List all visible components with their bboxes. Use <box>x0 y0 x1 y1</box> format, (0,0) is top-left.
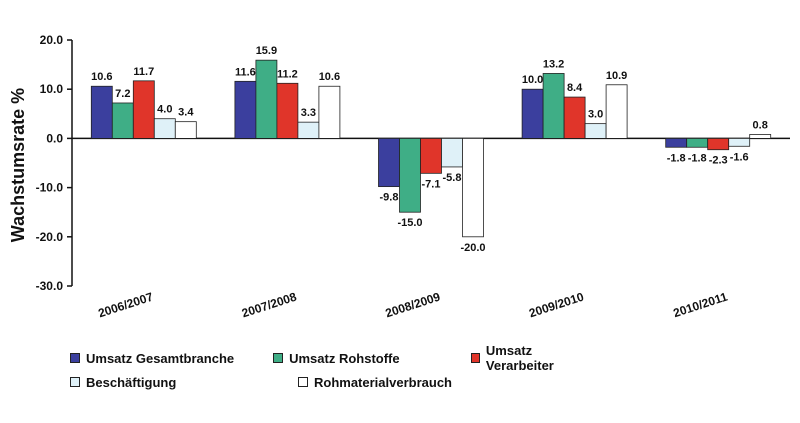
data-label: 10.6 <box>319 71 340 83</box>
data-labels: 10.67.211.74.0 3.411.615.911.23.310.6-9.8… <box>91 45 768 254</box>
data-label: -7.1 <box>422 178 441 190</box>
bar <box>584 123 607 139</box>
data-label: 7.2 <box>115 88 130 100</box>
x-tick-label: 2009/2010 <box>527 289 586 320</box>
data-label: 3.4 <box>178 107 194 119</box>
x-tick-label: 2007/2008 <box>240 289 299 320</box>
legend-row: Beschäftigung Rohmaterialverbrauch <box>70 370 590 394</box>
x-axis-categories: 2006/2007 2007/2008 2008/2009 2009/2010 2010… <box>96 289 729 320</box>
bar <box>153 118 176 139</box>
bar <box>378 137 400 188</box>
data-label: 10.9 <box>606 70 627 82</box>
legend-item-umsatz-rohstoffe: Umsatz Rohstoffe <box>273 351 471 366</box>
legend-label: Umsatz Verarbeiter <box>485 343 554 373</box>
legend-row: Umsatz Gesamtbranche Umsatz Rohstoffe Um… <box>70 343 590 373</box>
y-tick-label: 20.0 <box>40 33 64 47</box>
bar <box>441 137 463 168</box>
data-label: 3.3 <box>301 107 316 119</box>
legend-swatch-umsatz-verarbeiter <box>470 353 480 363</box>
y-tick-label: 0.0 <box>46 131 63 145</box>
data-label: -2.3 <box>709 155 728 167</box>
data-label: 15.9 <box>256 45 277 57</box>
legend-item-umsatz-gesamtbranche: Umsatz Gesamtbranche <box>70 351 273 366</box>
bar <box>255 59 278 139</box>
bar <box>297 121 320 139</box>
bar <box>420 137 442 174</box>
data-label: 3.0 <box>588 109 603 121</box>
y-tick-label: -10.0 <box>36 181 64 195</box>
legend-label: Rohmaterialverbrauch <box>314 374 452 390</box>
bar <box>90 85 113 139</box>
legend-label: Umsatz Rohstoffe <box>289 350 400 366</box>
bar <box>132 80 155 139</box>
x-tick-label: 2010/2011 <box>671 289 729 320</box>
bar <box>234 80 257 139</box>
legend-item-beschaeftigung: Beschäftigung <box>70 375 298 390</box>
data-label: -9.8 <box>380 192 399 204</box>
x-tick-label: 2006/2007 <box>96 289 155 320</box>
y-axis-title: Wachstumsrate % <box>8 88 28 242</box>
bar <box>605 84 628 139</box>
legend-swatch-rohmaterialverbrauch <box>298 377 308 387</box>
legend-swatch-umsatz-rohstoffe <box>273 353 284 363</box>
bar <box>521 88 544 139</box>
data-label: -1.8 <box>667 152 686 164</box>
bar <box>686 137 709 148</box>
bar <box>462 137 484 238</box>
legend-item-rohmaterialverbrauch: Rohmaterialverbrauch <box>298 375 520 390</box>
bar <box>665 137 688 148</box>
bar <box>749 134 772 139</box>
data-label: 11.6 <box>235 66 256 78</box>
bar <box>111 102 134 139</box>
data-label: 10.0 <box>522 74 543 86</box>
data-label: -15.0 <box>397 217 422 229</box>
y-tick-label: -20.0 <box>36 230 64 244</box>
y-tick-label: 10.0 <box>40 82 64 96</box>
bar-chart: 20.010.00.0-10.0-20.0-30.0 10.67.211.74.… <box>8 33 790 320</box>
data-label: 13.2 <box>543 58 564 70</box>
legend-item-umsatz-verarbeiter: Umsatz Verarbeiter <box>470 343 590 373</box>
bars <box>90 59 772 238</box>
legend-swatch-umsatz-gesamtbranche <box>70 353 80 363</box>
legend-label: Beschäftigung <box>86 374 177 390</box>
bar <box>707 137 730 151</box>
bar <box>728 137 751 147</box>
legend-label: Umsatz Gesamtbranche <box>86 350 235 366</box>
data-label: 11.2 <box>277 68 298 80</box>
data-label: 8.4 <box>567 82 583 94</box>
x-tick-label: 2008/2009 <box>384 289 443 320</box>
data-label: -20.0 <box>460 242 485 254</box>
y-tick-label: -30.0 <box>36 279 64 293</box>
data-label: 10.6 <box>91 71 112 83</box>
data-label: 11.7 <box>133 66 154 78</box>
data-label: 4.0 <box>157 104 172 116</box>
bar <box>542 73 565 139</box>
data-label: 0.8 <box>753 119 768 131</box>
bar <box>174 121 197 139</box>
data-label: -5.8 <box>443 172 462 184</box>
data-label: -1.8 <box>688 152 707 164</box>
legend-swatch-beschaeftigung <box>70 377 80 387</box>
data-label: -1.6 <box>730 151 749 163</box>
bar <box>399 137 421 213</box>
legend: Umsatz Gesamtbranche Umsatz Rohstoffe Um… <box>70 343 590 394</box>
bar <box>563 96 586 139</box>
bar <box>276 82 299 139</box>
bar <box>318 85 341 139</box>
